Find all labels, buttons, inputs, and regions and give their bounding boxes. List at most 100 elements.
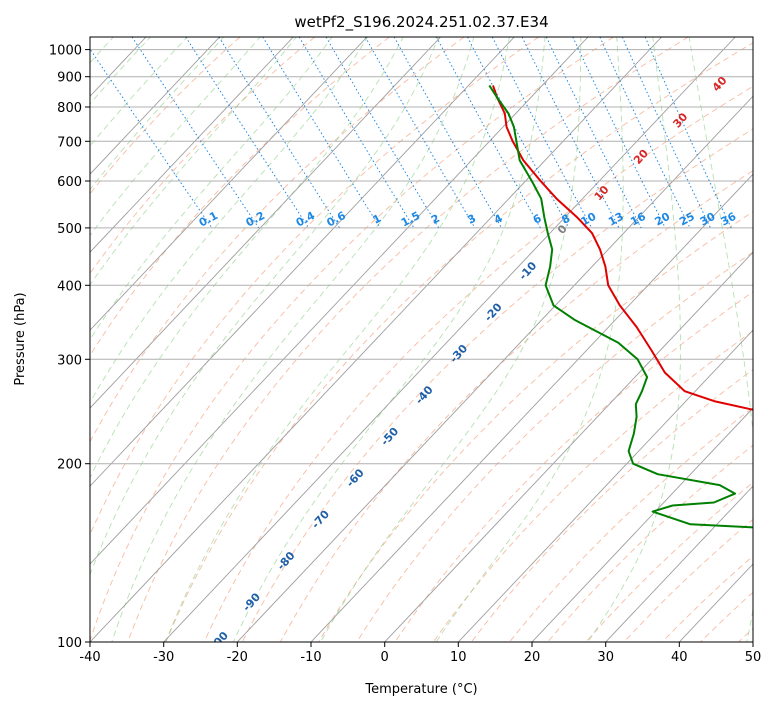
isotherm-line bbox=[90, 37, 515, 487]
moist-adiabat-line bbox=[111, 37, 475, 642]
isotherm-label: -90 bbox=[240, 590, 263, 614]
mixing-ratio-label: 0.2 bbox=[244, 209, 267, 230]
isotherm-line bbox=[384, 251, 753, 642]
moist-adiabat-line bbox=[688, 37, 753, 642]
moist-adiabat-line bbox=[90, 37, 261, 237]
isotherm-label: -30 bbox=[447, 342, 470, 366]
plot-frame bbox=[89, 36, 754, 643]
dry-adiabat-line bbox=[90, 37, 614, 642]
mixing-ratio-line bbox=[545, 37, 642, 229]
chart-title: wetPf2_S196.2024.251.02.37.E34 bbox=[294, 13, 548, 32]
dry-adiabat-line bbox=[203, 85, 753, 642]
y-tick-label: 100 bbox=[57, 636, 82, 651]
isotherm-label: -50 bbox=[378, 425, 401, 449]
mixing-ratio-label: 36 bbox=[719, 210, 739, 229]
dry-adiabat-line bbox=[394, 291, 753, 642]
isotherm-label: -40 bbox=[413, 383, 436, 407]
x-tick-label: 0 bbox=[381, 650, 389, 665]
y-tick-label: 600 bbox=[57, 175, 82, 190]
mixing-ratio-label: 2 bbox=[429, 212, 442, 227]
y-axis-label: Pressure (hPa) bbox=[13, 292, 28, 385]
moist-adiabat-line bbox=[587, 37, 681, 642]
isotherm-line bbox=[90, 37, 589, 565]
dry-adiabat-line bbox=[90, 37, 315, 275]
moist-adiabat-line bbox=[90, 37, 225, 191]
moist-adiabat-line bbox=[90, 37, 439, 576]
mixing-ratio-label: 10 bbox=[579, 210, 599, 229]
x-tick-label: 40 bbox=[671, 650, 688, 665]
mixing-ratio-line bbox=[435, 37, 541, 229]
moist-adiabat-line bbox=[90, 37, 404, 479]
mixing-ratio-line bbox=[364, 37, 476, 229]
mixing-ratio-label: 1.5 bbox=[399, 209, 422, 230]
dry-adiabat-line bbox=[432, 330, 753, 642]
isotherm-label: -80 bbox=[275, 549, 298, 573]
mixing-ratio-line bbox=[621, 37, 711, 229]
isotherm-label: -10 bbox=[516, 259, 539, 283]
dry-adiabat-line bbox=[90, 37, 241, 195]
mixing-ratio-label: 0.1 bbox=[197, 209, 220, 230]
y-tick-label: 300 bbox=[57, 353, 82, 368]
isotherm-line bbox=[678, 563, 753, 642]
dry-adiabat-line bbox=[90, 37, 390, 357]
isotherm-line bbox=[752, 641, 753, 642]
mixing-ratio-label: 0.6 bbox=[325, 209, 349, 230]
isotherm-line bbox=[163, 37, 736, 642]
isotherm-line bbox=[457, 329, 753, 642]
moist-adiabat-line bbox=[90, 37, 188, 147]
y-tick-label: 500 bbox=[57, 222, 82, 237]
x-axis-label: Temperature (°C) bbox=[364, 682, 477, 697]
temperature-profile-line bbox=[492, 85, 753, 411]
y-axis: 100 200 300 400 500 600 700 800 900 1000 bbox=[49, 44, 90, 651]
x-axis: -40 -30 -20 -10 0 10 20 30 40 50 bbox=[79, 642, 761, 665]
dry-adiabat-line bbox=[241, 128, 753, 642]
isotherm-line bbox=[90, 37, 441, 409]
dry-adiabat-line bbox=[165, 42, 753, 642]
y-tick-label: 400 bbox=[57, 279, 82, 294]
mixing-ratio-line bbox=[131, 37, 260, 229]
dry-adiabat-line bbox=[509, 407, 753, 642]
mixing-ratio-line bbox=[572, 37, 666, 229]
mixing-ratio-line bbox=[90, 48, 213, 229]
dry-adiabat-line bbox=[90, 37, 540, 536]
y-tick-label: 800 bbox=[57, 101, 82, 116]
dry-adiabat-line bbox=[318, 211, 753, 642]
mixing-ratio-label: 13 bbox=[606, 210, 626, 229]
x-tick-label: -20 bbox=[227, 650, 248, 665]
moist-adiabat-line bbox=[165, 37, 510, 642]
mixing-ratio-label: 4 bbox=[492, 212, 505, 227]
y-tick-label: 900 bbox=[57, 71, 82, 86]
mixing-ratio-line bbox=[185, 37, 310, 229]
mixing-ratio-label: 25 bbox=[677, 210, 697, 229]
y-tick-label: 200 bbox=[57, 458, 82, 473]
mixing-ratio-label: 3 bbox=[465, 212, 478, 227]
plot-area: 0.1 0.2 0.4 0.6 1 1.5 2 3 4 6 8 10 13 16 20 25 30 36-100-… bbox=[0, 37, 753, 642]
mixing-ratio-label: 20 bbox=[653, 210, 673, 229]
mixing-ratio-line bbox=[467, 37, 570, 229]
x-tick-label: 20 bbox=[524, 650, 541, 665]
isotherm-line bbox=[90, 37, 220, 175]
x-tick-label: -10 bbox=[300, 650, 321, 665]
isotherm-line bbox=[531, 407, 753, 642]
isotherm-label: -20 bbox=[482, 300, 505, 324]
dry-adiabat-line bbox=[700, 591, 753, 642]
moist-adiabat-line bbox=[232, 37, 546, 642]
y-tick-label: 700 bbox=[57, 135, 82, 150]
x-tick-label: -30 bbox=[153, 650, 174, 665]
isotherm-label: 20 bbox=[631, 147, 651, 167]
x-tick-label: 50 bbox=[745, 650, 762, 665]
dry-adiabat-line bbox=[127, 37, 689, 642]
y-tick-label: 1000 bbox=[49, 44, 82, 59]
isotherm-line bbox=[0, 37, 72, 642]
dry-adiabat-line bbox=[471, 368, 753, 642]
mixing-ratio-label: 30 bbox=[698, 210, 718, 229]
mixing-ratio-line bbox=[262, 37, 381, 229]
mixing-ratio-label: 6 bbox=[531, 212, 544, 227]
mixing-ratio-label: 16 bbox=[628, 210, 648, 229]
isotherm-line bbox=[605, 485, 753, 642]
x-tick-label: 30 bbox=[597, 650, 614, 665]
isotherm-label: -60 bbox=[344, 466, 367, 490]
mixing-ratio-label: 0.4 bbox=[294, 209, 318, 230]
mixing-ratio-line bbox=[393, 37, 502, 229]
